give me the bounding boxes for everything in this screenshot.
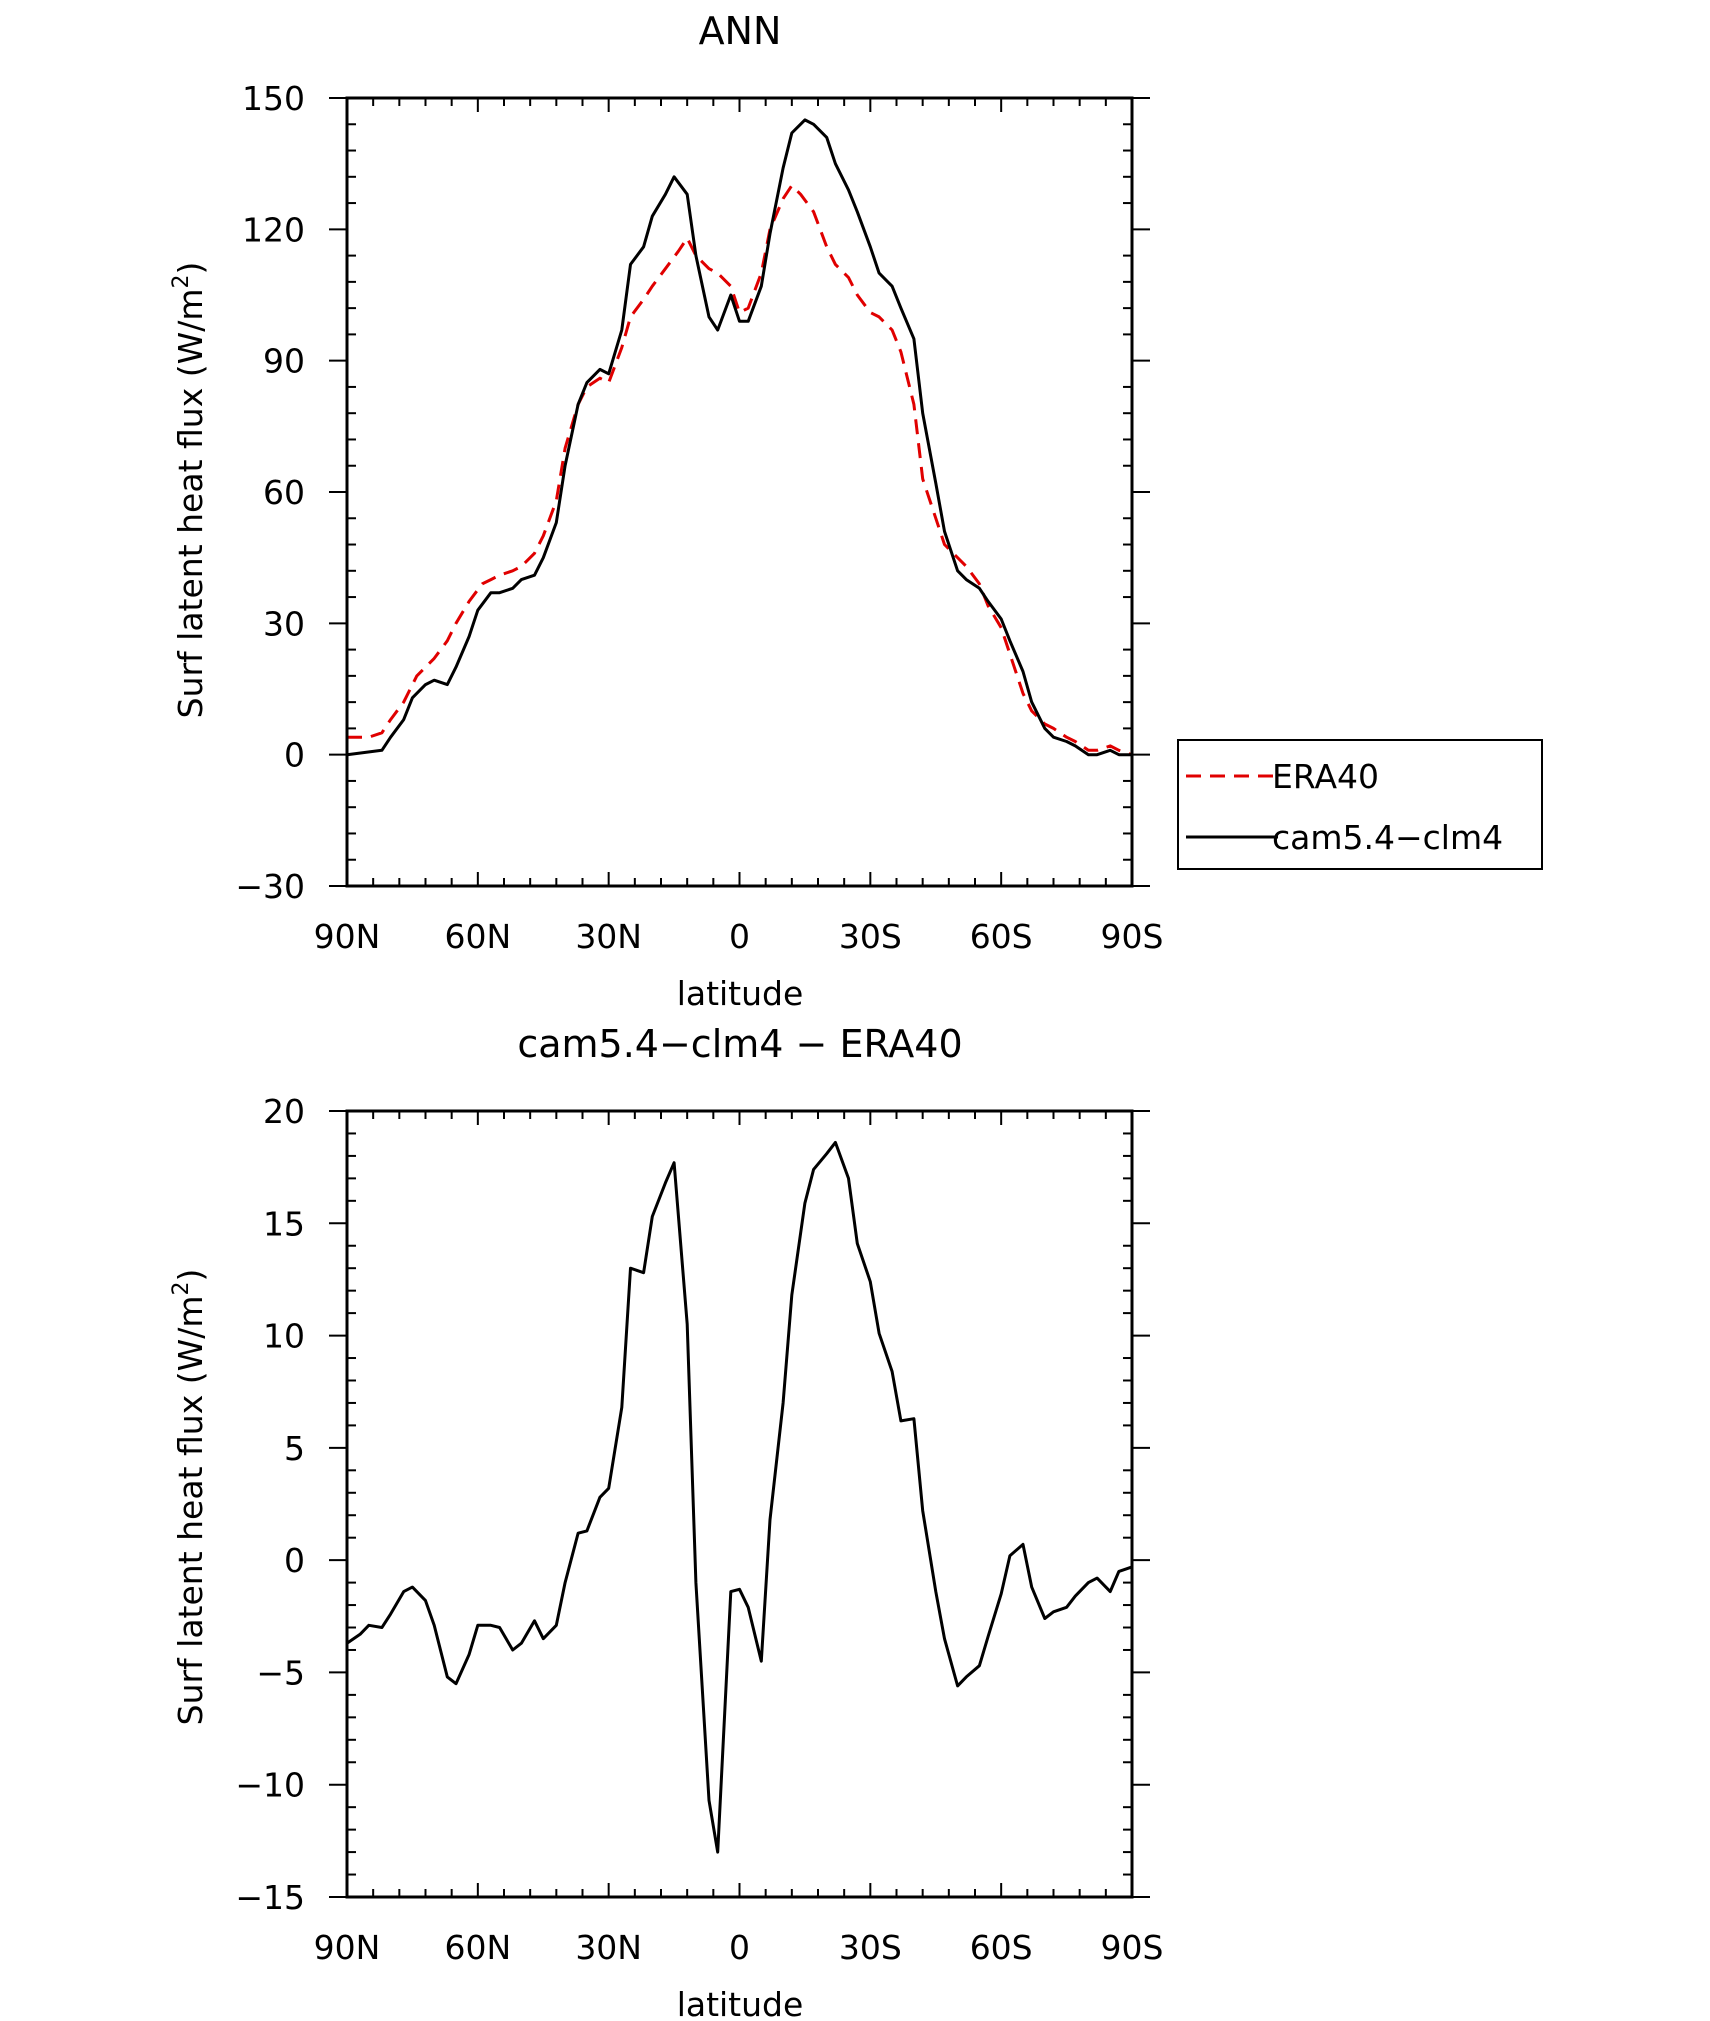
chart-top-series-1-line: [346, 118, 1132, 757]
x-tick-label: 30N: [575, 917, 642, 956]
y-tick-label: 30: [263, 604, 305, 643]
x-tick-label: 30N: [575, 1928, 642, 1967]
chart-bottom-title: cam5.4−clm4 − ERA40: [517, 1022, 962, 1066]
chart-top-legend: ERA40 cam5.4−clm4: [1177, 739, 1543, 870]
chart-bottom-series: [346, 1140, 1133, 1854]
y-tick-label: 0: [284, 1541, 305, 1580]
x-tick-label: 90S: [1101, 1928, 1164, 1967]
chart-bottom-ticks: [329, 1110, 1150, 1898]
x-tick-label: 60N: [444, 917, 511, 956]
x-tick-label: 30S: [839, 917, 902, 956]
chart-top-series-0-line: [347, 184, 1133, 757]
chart-bottom-series-0-line: [346, 1140, 1133, 1854]
chart-top-xlabel: latitude: [677, 974, 804, 1013]
y-tick-label: 90: [263, 342, 305, 381]
chart-bottom-plot-frame: [345, 1109, 1134, 1899]
chart-bottom-tick-labels: 90N 60N 30N 0 30S 60S 90S −15 −10 −5 0 5 10 15 20: [235, 1092, 1163, 1967]
chart-top: ANN 90N 60N 30N 0 30S 60S 90S−300306090120150 …: [169, 9, 1543, 1013]
legend-box: [1177, 739, 1543, 870]
y-tick-label: 120: [242, 210, 305, 249]
y-tick-label: −5: [256, 1653, 305, 1692]
y-tick-label: 20: [263, 1092, 305, 1131]
y-tick-label: 15: [263, 1204, 305, 1243]
chart-top-series: [346, 118, 1133, 757]
x-tick-label: 60S: [970, 1928, 1033, 1967]
y-tick-label: 150: [242, 79, 305, 118]
chart-top-ylabel: Surf latent heat flux (W/m2): [169, 262, 210, 719]
chart-top-tick-labels: 90N 60N 30N 0 30S 60S 90S −30 0 30 60 90 120 150: [235, 79, 1163, 956]
x-tick-label: 90N: [314, 1928, 381, 1967]
x-tick-label: 90N: [314, 917, 381, 956]
chart-bottom-xlabel: latitude: [677, 1985, 804, 2021]
chart-bottom-ylabel: Surf latent heat flux (W/m2): [169, 1269, 210, 1726]
legend-label-cam: cam5.4−clm4: [1272, 818, 1503, 857]
x-tick-label: 0: [729, 1928, 750, 1967]
x-tick-label: 90S: [1101, 917, 1164, 956]
y-tick-label: −30: [235, 867, 305, 906]
chart-bottom: cam5.4−clm4 − ERA40 90N 60N 30N 0 30S 60S 90S −…: [169, 1022, 1163, 2021]
chart-top-ticks: [329, 97, 1150, 887]
x-tick-label: 60S: [970, 917, 1033, 956]
y-tick-label: 10: [263, 1317, 305, 1356]
y-tick-label: 0: [284, 736, 305, 775]
x-tick-label: 60N: [444, 1928, 511, 1967]
chart-top-title: ANN: [699, 9, 782, 53]
legend-label-era40: ERA40: [1272, 757, 1379, 796]
x-tick-label: 30S: [839, 1928, 902, 1967]
chart-top-plot-frame: [345, 96, 1134, 888]
y-tick-label: 5: [284, 1429, 305, 1468]
y-tick-label: −15: [235, 1878, 305, 1917]
y-tick-label: 60: [263, 473, 305, 512]
x-tick-label: 0: [729, 917, 750, 956]
y-tick-label: −10: [235, 1766, 305, 1805]
